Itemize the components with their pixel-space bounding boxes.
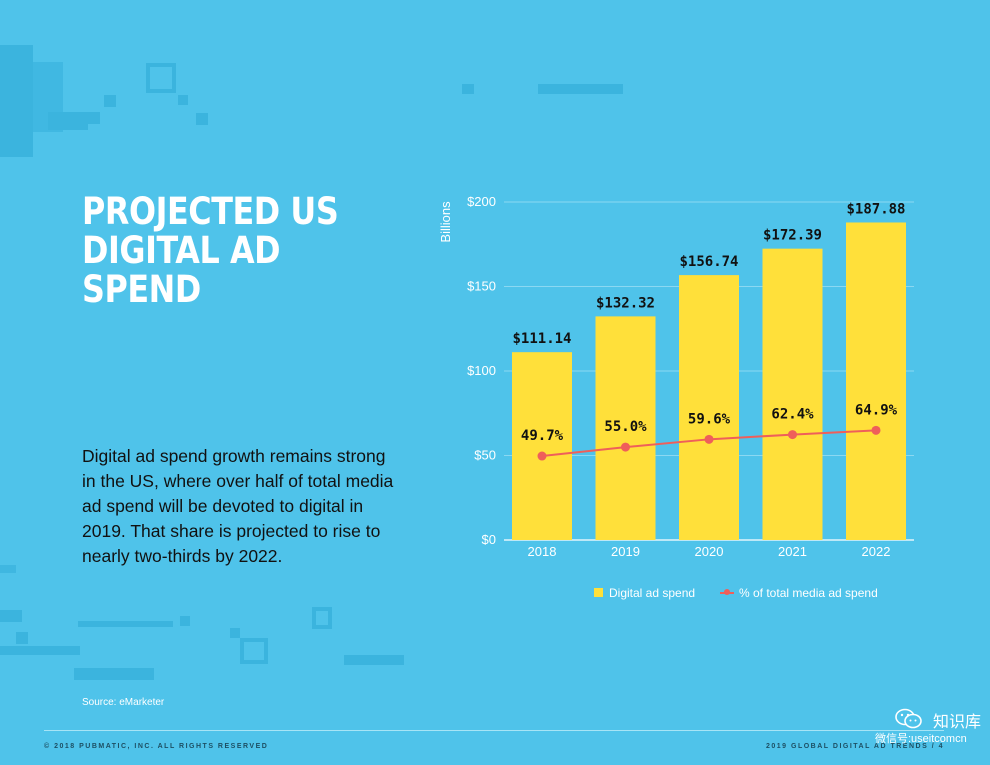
y-tick-label: $50	[474, 448, 496, 463]
bar-2021	[762, 248, 823, 541]
y-tick-label: $150	[467, 279, 496, 294]
bar-value-label: $132.32	[596, 295, 655, 311]
decor-block	[16, 632, 28, 644]
decor-block	[78, 621, 173, 627]
y-tick-label: $0	[482, 532, 496, 547]
footer-report-title: 2019 GLOBAL DIGITAL AD TRENDS / 4	[766, 743, 944, 750]
x-tick-label: 2019	[611, 544, 640, 559]
line-value-label: 49.7%	[521, 428, 564, 444]
y-tick-label: $200	[467, 194, 496, 209]
bar-2022	[846, 222, 906, 541]
line-point-2018	[537, 451, 547, 461]
legend-label-digital-ad-spend: Digital ad spend	[609, 586, 696, 600]
decor-block	[104, 95, 116, 107]
watermark-id: 微信号:useitcomcn	[875, 733, 967, 745]
decor-block	[0, 646, 80, 655]
line-point-2020	[704, 434, 714, 444]
bar-2020	[679, 275, 739, 540]
decor-block	[344, 655, 404, 665]
line-point-2022	[871, 425, 881, 435]
decor-square	[146, 63, 176, 93]
bar-line-chart: $0 $50 $100 $150 $200 Billions $111.14 $132.32 $…	[438, 194, 914, 559]
line-value-label: 59.6%	[688, 411, 731, 427]
line-value-label: 64.9%	[855, 402, 898, 418]
watermark-title: 知识库	[933, 714, 982, 731]
decor-block	[0, 45, 33, 157]
description-text: Digital ad spend growth remains strong i…	[82, 446, 394, 566]
decor-block	[462, 84, 474, 94]
bar-value-label: $111.14	[512, 331, 571, 347]
decor-block	[88, 112, 100, 124]
legend-swatch-line	[720, 588, 734, 595]
bar-2019	[595, 316, 656, 540]
decor-block	[180, 616, 190, 626]
line-point-2019	[621, 442, 630, 452]
footer-copyright: © 2018 PUBMATIC, INC. ALL RIGHTS RESERVE…	[44, 743, 269, 750]
title-line-1: PROJECTED US	[82, 190, 339, 233]
line-value-label: 62.4%	[771, 407, 814, 423]
y-axis-title: Billions	[438, 201, 453, 243]
decor-block	[196, 113, 208, 125]
x-tick-label: 2021	[778, 544, 807, 559]
legend-swatch-bar	[594, 588, 603, 598]
decor-block	[74, 668, 154, 680]
y-tick-label: $100	[467, 363, 496, 378]
decor-block	[0, 565, 16, 573]
x-tick-label: 2020	[695, 544, 724, 559]
decor-block	[538, 84, 623, 94]
line-point-2021	[788, 430, 797, 440]
decor-block	[48, 112, 88, 130]
title-line-2: DIGITAL AD SPEND	[82, 229, 281, 311]
page-title: PROJECTED US DIGITAL AD SPEND	[82, 192, 392, 309]
decor-square	[312, 607, 332, 629]
bar-2018	[512, 352, 572, 540]
footer-divider	[44, 730, 944, 731]
decor-square	[240, 638, 268, 664]
legend-item-digital-ad-spend: Digital ad spend	[594, 586, 695, 600]
decor-block	[230, 628, 240, 638]
x-tick-label: 2022	[862, 544, 891, 559]
x-tick-label: 2018	[528, 544, 557, 559]
legend-label-pct-total-media: % of total media ad spend	[739, 586, 878, 600]
source-note: Source: eMarketer	[82, 697, 165, 708]
bar-value-label: $156.74	[679, 254, 738, 270]
bar-value-label: $187.88	[846, 201, 905, 217]
legend-item-pct-total-media: % of total media ad spend	[720, 586, 878, 600]
wechat-icon	[895, 708, 922, 729]
decor-block	[178, 95, 188, 105]
bar-value-label: $172.39	[763, 228, 822, 244]
decor-block	[0, 610, 22, 622]
line-value-label: 55.0%	[604, 419, 647, 435]
